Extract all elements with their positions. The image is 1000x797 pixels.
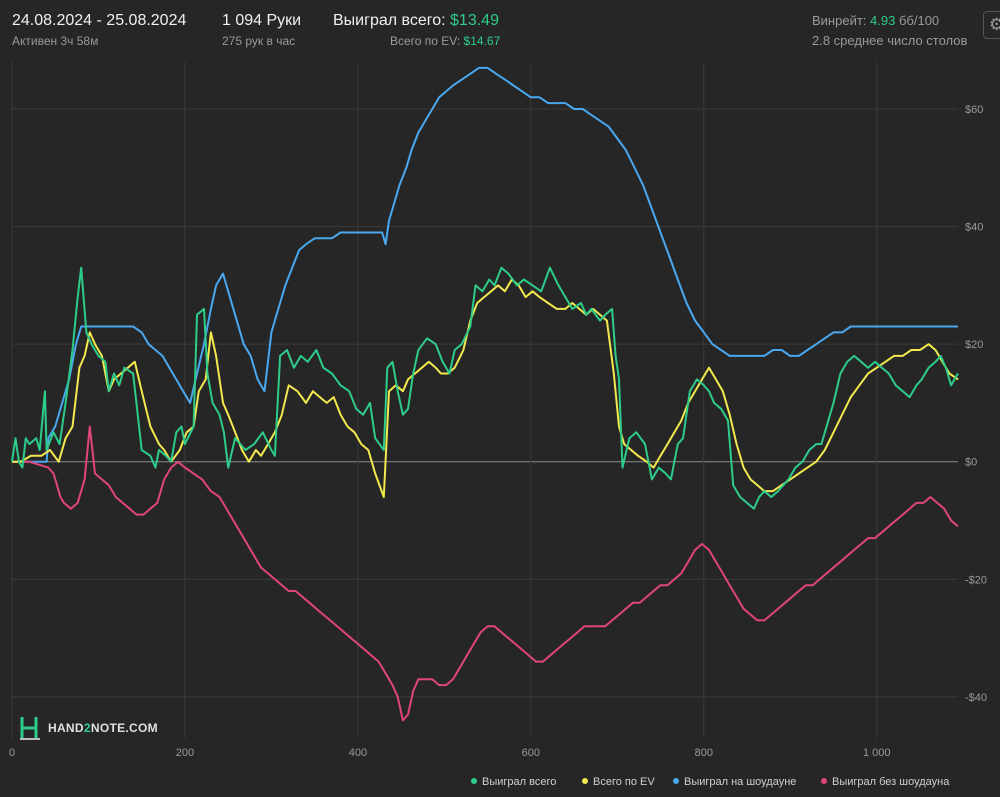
x-tick-label: 200 bbox=[176, 747, 194, 759]
logo-text: HAND2NOTE.COM bbox=[48, 721, 158, 735]
y-tick-label: $20 bbox=[965, 339, 983, 351]
series-line-showdown bbox=[12, 66, 958, 463]
chart-series bbox=[11, 66, 959, 722]
chart-grid bbox=[11, 62, 958, 738]
active-time: Активен 3ч 58м bbox=[12, 34, 99, 48]
legend-item-won[interactable]: Выиграл всего bbox=[471, 776, 556, 788]
winrate-unit: бб/100 bbox=[898, 13, 940, 28]
hands-per-hour: 275 рук в час bbox=[222, 34, 296, 48]
won-label: Выиграл всего: bbox=[333, 12, 446, 29]
won-value: $13.49 bbox=[450, 12, 499, 29]
ev-value: $14.67 bbox=[463, 34, 501, 48]
series-line-non-showdown bbox=[12, 425, 959, 722]
y-tick-label: $0 bbox=[965, 457, 977, 469]
legend-dot bbox=[673, 778, 679, 784]
x-tick-label: 0 bbox=[9, 747, 15, 759]
y-tick-label: -$20 bbox=[965, 574, 987, 586]
hands-count: 1 094 Руки bbox=[222, 12, 302, 29]
x-tick-label: 800 bbox=[695, 747, 713, 759]
y-tick-label: $40 bbox=[965, 222, 983, 234]
legend-dot bbox=[821, 778, 827, 784]
legend-dot bbox=[471, 778, 477, 784]
logo-mark-icon bbox=[20, 717, 40, 740]
ev-label: Всего по EV: bbox=[390, 34, 461, 48]
date-range: 24.08.2024 - 25.08.2024 bbox=[12, 12, 187, 29]
legend-item-ev[interactable]: Всего по EV bbox=[582, 776, 655, 788]
legend-dot bbox=[582, 778, 588, 784]
legend-item-showdown[interactable]: Выиграл на шоудауне bbox=[673, 776, 796, 788]
winrate-value: 4.93 bbox=[870, 13, 896, 28]
x-tick-label: 600 bbox=[522, 747, 540, 759]
won-total: Выиграл всего: $13.49 bbox=[333, 12, 499, 30]
y-tick-label: $60 bbox=[965, 104, 983, 116]
chart-ticks: $60 $40 $20 $0 -$20 -$40 0 200 400 600 800 1 000 bbox=[9, 104, 987, 759]
legend-item-non-showdown[interactable]: Выиграл без шоудауна bbox=[821, 776, 949, 788]
series-line-won bbox=[11, 266, 959, 510]
avg-tables: 2.8 среднее число столов bbox=[812, 33, 968, 48]
winrate: Винрейт: 4.93 бб/100 bbox=[812, 13, 939, 28]
gear-icon: ⚙ bbox=[989, 15, 1000, 34]
y-tick-label: -$40 bbox=[965, 692, 987, 704]
winrate-label: Винрейт: bbox=[812, 13, 867, 28]
ev-total: Всего по EV: $14.67 bbox=[390, 34, 500, 48]
x-tick-label: 1 000 bbox=[863, 747, 891, 759]
x-tick-label: 400 bbox=[349, 747, 367, 759]
settings-button[interactable]: ⚙ bbox=[983, 11, 1000, 39]
